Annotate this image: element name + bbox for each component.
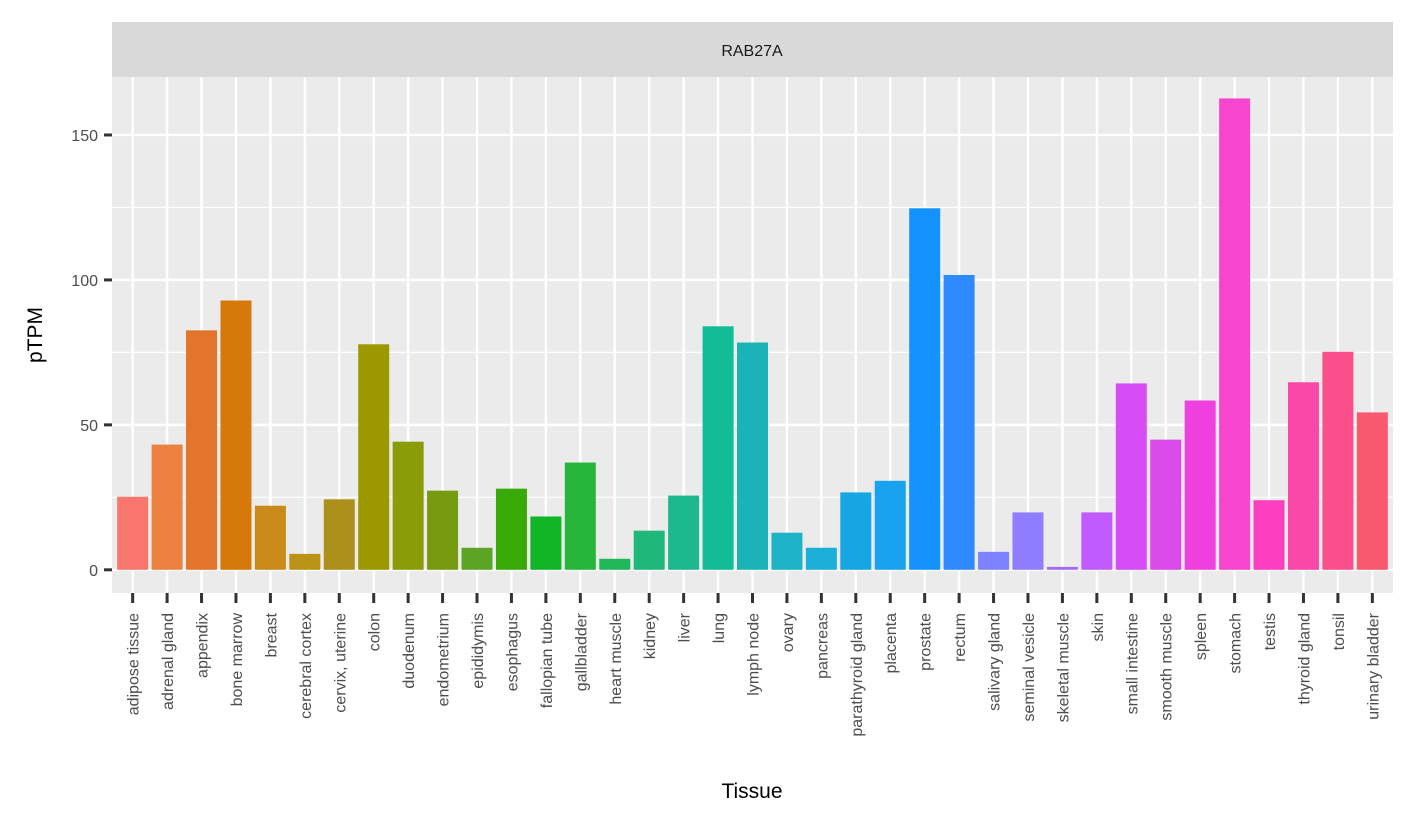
bar — [978, 551, 1010, 570]
x-axis-title: Tissue — [721, 780, 782, 803]
y-tick-label: 50 — [80, 418, 98, 435]
bar — [530, 516, 562, 570]
facet-strip — [112, 22, 1393, 77]
x-tick-label: tonsil — [1331, 613, 1348, 650]
bar — [599, 558, 631, 570]
x-tick-label: urinary bladder — [1365, 612, 1382, 719]
bar — [1287, 382, 1319, 570]
x-tick-label: parathyroid gland — [849, 613, 866, 737]
bar — [840, 492, 872, 570]
x-tick-label: adipose tissue — [126, 613, 143, 715]
bars — [117, 98, 1388, 570]
facet-title: RAB27A — [721, 43, 783, 60]
bar — [1115, 383, 1147, 570]
x-tick-label: lung — [711, 613, 728, 643]
bar — [702, 326, 734, 570]
bar — [1356, 412, 1388, 570]
x-tick-label: cerebral cortex — [298, 613, 315, 719]
x-tick-label: spleen — [1193, 613, 1210, 660]
bar — [427, 490, 459, 570]
x-tick-label: placenta — [883, 613, 900, 674]
bar — [564, 462, 596, 570]
y-axis: 0 50 100 150 — [71, 128, 112, 580]
bar — [771, 532, 803, 570]
x-tick-label: salivary gland — [987, 613, 1004, 711]
x-tick-label: heart muscle — [608, 613, 625, 705]
bar — [1322, 351, 1354, 570]
x-axis: adipose tissue adrenal gland appendix bone … — [126, 593, 1382, 737]
bar — [1012, 512, 1044, 570]
bar — [1219, 98, 1251, 570]
x-tick-label: adrenal gland — [160, 613, 177, 710]
x-tick-label: bone marrow — [229, 613, 246, 707]
bar — [1150, 439, 1182, 570]
x-tick-label: skin — [1090, 613, 1107, 641]
x-tick-label: thyroid gland — [1296, 613, 1313, 705]
bar — [737, 342, 768, 570]
y-tick-label: 100 — [71, 273, 98, 290]
x-tick-label: colon — [367, 613, 384, 651]
x-tick-label: esophagus — [504, 613, 521, 691]
x-tick-label: ovary — [780, 613, 797, 652]
bar — [1253, 500, 1285, 570]
x-tick-label: pancreas — [814, 613, 831, 679]
bar — [358, 344, 390, 570]
x-tick-label: rectum — [952, 613, 969, 662]
bar — [323, 499, 355, 570]
y-tick-label: 0 — [89, 563, 98, 580]
bar — [117, 496, 149, 570]
bar — [186, 330, 218, 570]
bar — [495, 488, 527, 570]
bar — [392, 441, 424, 570]
y-axis-title: pTPM — [24, 307, 47, 363]
x-tick-label: small intestine — [1124, 613, 1141, 714]
x-tick-label: breast — [263, 612, 280, 657]
x-tick-label: seminal vesicle — [1021, 613, 1038, 722]
x-tick-label: cervix, uterine — [332, 613, 349, 713]
x-tick-label: lymph node — [746, 613, 763, 696]
bar — [943, 274, 975, 570]
x-tick-label: stomach — [1228, 613, 1245, 673]
x-tick-label: epididymis — [470, 613, 487, 689]
bar — [289, 553, 321, 570]
bar — [874, 480, 906, 570]
x-tick-label: prostate — [918, 613, 935, 671]
bar — [1184, 400, 1216, 570]
bar — [1046, 566, 1078, 570]
bar — [461, 547, 493, 570]
x-tick-label: testis — [1262, 613, 1279, 650]
x-tick-label: liver — [677, 612, 694, 642]
x-tick-label: appendix — [195, 613, 212, 678]
x-tick-label: skeletal muscle — [1055, 613, 1072, 722]
x-tick-label: gallbladder — [573, 612, 590, 691]
bar — [254, 505, 286, 570]
x-tick-label: smooth muscle — [1159, 613, 1176, 721]
x-tick-label: duodenum — [401, 613, 418, 689]
bar — [909, 208, 941, 570]
bar — [633, 530, 665, 570]
bar — [805, 547, 837, 570]
bar — [668, 495, 700, 570]
x-tick-label: kidney — [642, 613, 659, 659]
bar — [151, 444, 183, 570]
bar — [1081, 512, 1113, 570]
y-tick-label: 150 — [71, 128, 98, 145]
bar — [220, 300, 252, 570]
x-tick-label: endometrium — [436, 613, 453, 706]
x-tick-label: fallopian tube — [539, 613, 556, 708]
